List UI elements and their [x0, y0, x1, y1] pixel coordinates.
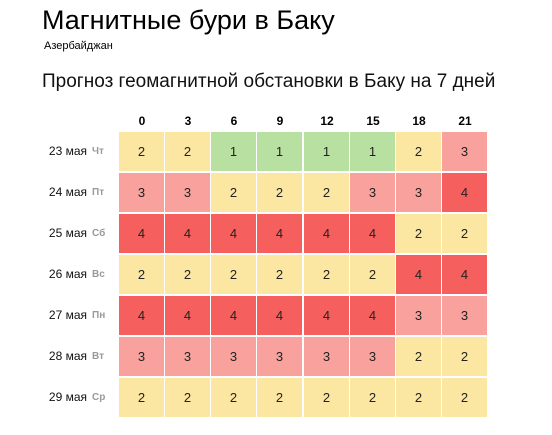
kp-cell: 2: [165, 378, 210, 417]
kp-cell: 1: [304, 132, 349, 171]
kp-cell: 3: [350, 337, 395, 376]
row-date: 25 мая: [48, 226, 87, 240]
kp-cell: 2: [396, 378, 441, 417]
row-date: 24 мая: [48, 185, 87, 199]
hour-header-6: 6: [230, 114, 238, 128]
kp-cell: 2: [396, 337, 441, 376]
row-date: 26 мая: [48, 267, 87, 281]
kp-cell: 3: [304, 337, 349, 376]
kp-cell: 4: [304, 296, 349, 335]
kp-cell: 3: [119, 173, 164, 212]
kp-cell: 2: [442, 337, 487, 376]
row-date: 23 мая: [48, 144, 87, 158]
kp-cell: 3: [165, 173, 210, 212]
kp-cell: 1: [211, 132, 256, 171]
kp-cell: 4: [396, 255, 441, 294]
row-label: 26 мая Вс: [0, 255, 112, 293]
kp-cell: 4: [165, 214, 210, 253]
forecast-title: Прогноз геомагнитной обстановки в Баку н…: [42, 71, 496, 92]
kp-cell: 4: [350, 296, 395, 335]
kp-cell: 3: [350, 173, 395, 212]
kp-cell: 3: [211, 337, 256, 376]
row-label: 24 мая Пт: [0, 173, 112, 211]
kp-cell: 4: [119, 296, 164, 335]
kp-cell: 3: [396, 296, 441, 335]
kp-cell: 2: [442, 378, 487, 417]
hour-header-9: 9: [276, 114, 284, 128]
kp-cell: 2: [211, 173, 256, 212]
kp-cell: 2: [257, 378, 302, 417]
kp-cell: 1: [257, 132, 302, 171]
row-weekday: Чт: [92, 145, 104, 157]
hour-header-12: 12: [320, 114, 334, 128]
kp-cell: 3: [119, 337, 164, 376]
kp-cell: 4: [442, 173, 487, 212]
kp-cell: 2: [257, 173, 302, 212]
row-weekday: Ср: [92, 391, 106, 403]
hour-header-0: 0: [138, 114, 146, 128]
row-label: 27 мая Пн: [0, 296, 112, 334]
row-label: 25 мая Сб: [0, 214, 112, 252]
kp-cell: 4: [304, 214, 349, 253]
kp-cell: 1: [350, 132, 395, 171]
kp-cell: 2: [396, 214, 441, 253]
row-weekday: Вс: [92, 268, 105, 280]
kp-cell: 3: [396, 173, 441, 212]
kp-cell: 4: [257, 296, 302, 335]
kp-cell: 2: [396, 132, 441, 171]
kp-cell: 2: [211, 255, 256, 294]
kp-cell: 4: [211, 296, 256, 335]
kp-cell: 2: [350, 255, 395, 294]
kp-cell: 2: [350, 378, 395, 417]
row-date: 27 мая: [48, 308, 87, 322]
kp-cell: 2: [165, 132, 210, 171]
kp-cell: 2: [119, 378, 164, 417]
kp-cell: 4: [350, 214, 395, 253]
page-title: Магнитные бури в Баку: [42, 5, 335, 35]
kp-cell: 4: [442, 255, 487, 294]
hour-header-21: 21: [458, 114, 472, 128]
kp-cell: 2: [165, 255, 210, 294]
kp-cell: 2: [442, 214, 487, 253]
kp-cell: 2: [211, 378, 256, 417]
kp-cell: 2: [304, 378, 349, 417]
row-date: 28 мая: [48, 349, 87, 363]
kp-cell: 3: [257, 337, 302, 376]
row-weekday: Пн: [92, 309, 106, 321]
kp-cell: 4: [165, 296, 210, 335]
kp-cell: 4: [211, 214, 256, 253]
row-date: 29 мая: [48, 390, 87, 404]
kp-cell: 2: [304, 255, 349, 294]
kp-cell: 2: [257, 255, 302, 294]
row-label: 29 мая Ср: [0, 378, 112, 416]
kp-cell: 3: [442, 132, 487, 171]
kp-cell: 4: [257, 214, 302, 253]
kp-cell: 2: [304, 173, 349, 212]
row-weekday: Пт: [92, 186, 105, 198]
hour-header-3: 3: [184, 114, 192, 128]
kp-cell: 3: [442, 296, 487, 335]
hour-header-15: 15: [366, 114, 380, 128]
kp-cell: 2: [119, 255, 164, 294]
row-weekday: Сб: [92, 227, 106, 239]
kp-cell: 2: [119, 132, 164, 171]
region-label: Азербайджан: [44, 40, 113, 52]
row-label: 28 мая Вт: [0, 337, 112, 375]
kp-cell: 3: [165, 337, 210, 376]
kp-cell: 4: [119, 214, 164, 253]
hour-header-18: 18: [412, 114, 426, 128]
row-label: 23 мая Чт: [0, 132, 112, 170]
row-weekday: Вт: [92, 350, 104, 362]
